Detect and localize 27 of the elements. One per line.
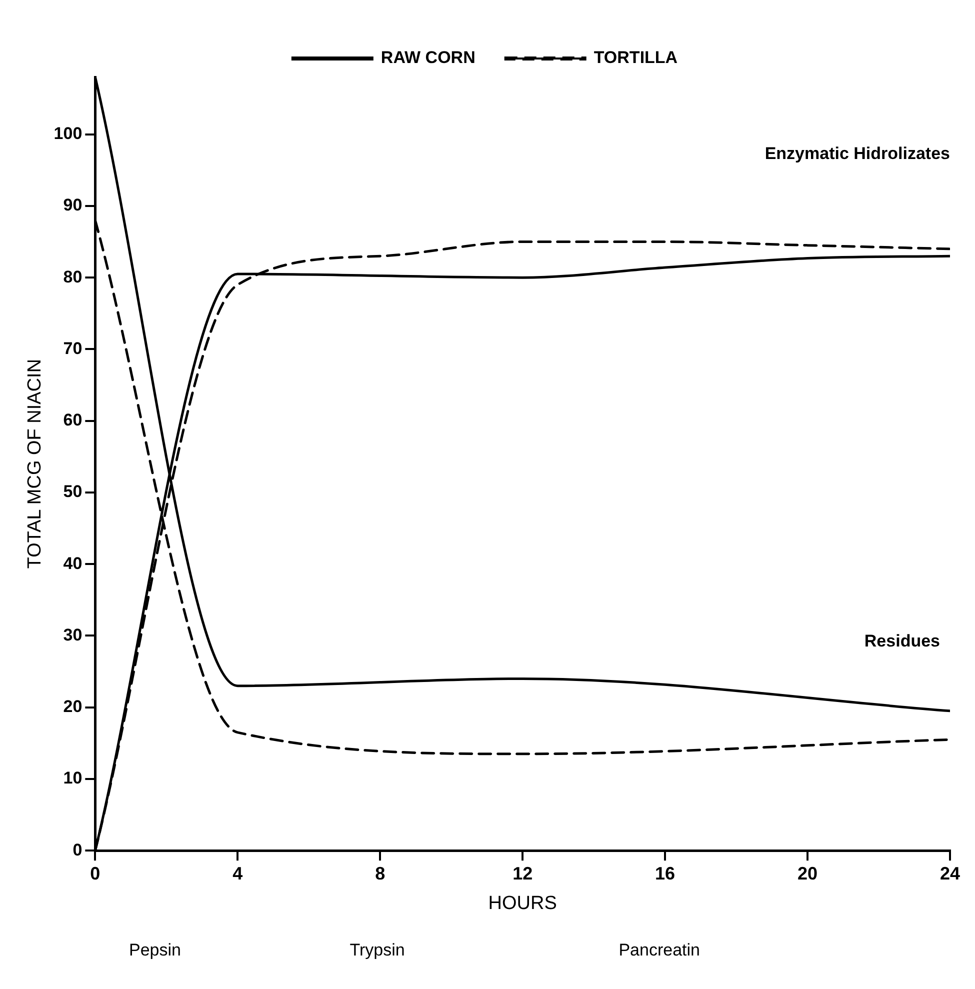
y-tick-label: 90 <box>63 196 82 215</box>
legend-label: TORTILLA <box>594 48 678 68</box>
x-tick-label: 0 <box>90 863 100 884</box>
annotation: Residues <box>864 631 940 650</box>
y-tick-label: 40 <box>63 554 82 573</box>
annotation: Enzymatic Hidrolizates <box>764 144 950 164</box>
y-tick-label: 80 <box>63 267 82 286</box>
x-tick-label: 8 <box>375 863 386 884</box>
y-tick-label: 0 <box>72 840 82 860</box>
y-tick-label: 20 <box>63 697 82 716</box>
text: Pepsin <box>129 940 181 960</box>
y-tick-label: 100 <box>54 124 82 143</box>
text: Pancreatin <box>618 940 700 960</box>
legend-label: RAW CORN <box>380 48 476 68</box>
text: Trypsin <box>350 940 405 960</box>
y-tick-label: 10 <box>63 768 82 788</box>
x-tick-label: 4 <box>232 863 243 884</box>
y-tick-label: 60 <box>63 410 82 430</box>
x-tick-label: 24 <box>940 863 960 884</box>
x-tick-label: 16 <box>655 863 676 884</box>
x-tick-label: 20 <box>798 863 818 884</box>
y-tick-label: 30 <box>63 625 82 644</box>
y-axis-title: TOTAL MCG OF NIACIN <box>24 358 46 569</box>
x-axis-title: HOURS <box>488 892 557 914</box>
y-tick-label: 50 <box>63 482 82 502</box>
y-tick-label: 70 <box>63 338 82 358</box>
x-tick-label: 12 <box>512 863 533 884</box>
